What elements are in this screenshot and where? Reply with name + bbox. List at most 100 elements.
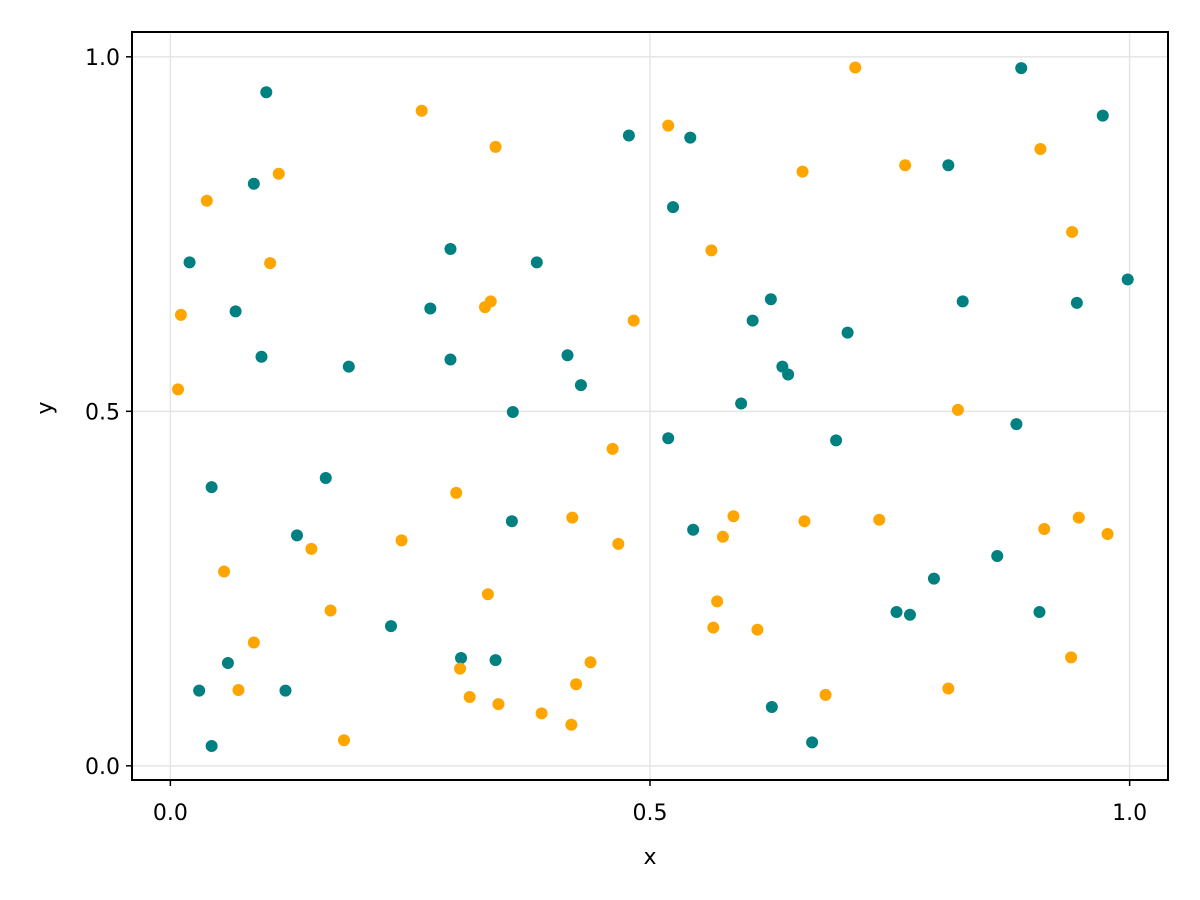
data-point-series-1: [574, 379, 587, 392]
data-point-series-1: [1096, 109, 1109, 122]
y-axis-label: y: [33, 401, 58, 414]
data-point-series-2: [450, 486, 463, 499]
data-point-series-1: [1121, 273, 1134, 286]
data-point-series-1: [991, 549, 1004, 562]
data-point-series-2: [535, 707, 548, 720]
data-point-series-2: [705, 244, 718, 257]
data-points: [172, 61, 1134, 752]
data-point-series-2: [565, 718, 578, 731]
data-point-series-1: [622, 129, 635, 142]
data-point-series-1: [319, 471, 332, 484]
data-point-series-1: [342, 360, 355, 373]
data-point-series-2: [264, 257, 277, 270]
data-point-series-1: [806, 736, 819, 749]
data-point-series-2: [489, 140, 502, 153]
data-point-series-2: [218, 565, 231, 578]
data-point-series-1: [247, 177, 260, 190]
data-point-series-2: [899, 159, 912, 172]
axis-ticks: 0.0 0.5 1.0 0.0 0.5 1.0: [85, 46, 1147, 826]
data-point-series-2: [172, 383, 185, 396]
data-point-series-2: [1072, 511, 1085, 524]
x-axis-label: x: [643, 845, 656, 870]
data-point-series-1: [205, 481, 218, 494]
data-point-series-1: [455, 652, 468, 665]
data-point-series-2: [584, 656, 597, 669]
data-point-series-1: [561, 349, 574, 362]
data-point-series-1: [746, 314, 759, 327]
data-point-series-2: [796, 165, 809, 178]
data-point-series-2: [305, 542, 318, 555]
data-point-series-2: [454, 662, 467, 675]
data-point-series-2: [951, 403, 964, 416]
data-point-series-2: [570, 678, 583, 691]
data-point-series-2: [1038, 523, 1051, 536]
data-point-series-2: [716, 530, 729, 543]
data-point-series-1: [927, 572, 940, 585]
data-point-series-1: [830, 434, 843, 447]
data-point-series-1: [1070, 296, 1083, 309]
data-point-series-2: [873, 513, 886, 526]
data-point-series-1: [506, 406, 519, 419]
data-point-series-1: [489, 654, 502, 667]
data-point-series-1: [444, 242, 457, 255]
data-point-series-2: [627, 314, 640, 327]
data-point-series-2: [751, 623, 764, 636]
data-point-series-1: [229, 305, 242, 318]
data-point-series-1: [765, 700, 778, 713]
data-point-series-1: [1015, 62, 1028, 75]
data-point-series-2: [711, 595, 724, 608]
data-point-series-2: [662, 119, 675, 132]
data-point-series-1: [290, 529, 303, 542]
data-point-series-1: [530, 256, 543, 269]
data-point-series-2: [232, 683, 245, 696]
x-tick-label: 0.0: [153, 801, 188, 826]
data-point-series-2: [1065, 651, 1078, 664]
data-point-series-1: [684, 131, 697, 144]
data-point-series-1: [942, 159, 955, 172]
data-point-series-1: [1033, 605, 1046, 618]
data-point-series-1: [687, 523, 700, 536]
data-point-series-2: [463, 691, 476, 704]
x-tick-label: 1.0: [1112, 801, 1147, 826]
data-point-series-2: [606, 442, 619, 455]
data-point-series-2: [395, 534, 408, 547]
data-point-series-2: [272, 167, 285, 180]
data-point-series-2: [1034, 142, 1047, 155]
data-point-series-1: [183, 256, 196, 269]
data-point-series-2: [1101, 527, 1114, 540]
x-tick-label: 0.5: [633, 801, 668, 826]
y-tick-label: 0.0: [85, 755, 120, 780]
data-point-series-1: [193, 684, 206, 697]
data-point-series-1: [662, 432, 675, 445]
data-point-series-1: [903, 608, 916, 621]
data-point-series-1: [221, 657, 234, 670]
data-point-series-1: [764, 293, 777, 306]
data-point-series-1: [841, 326, 854, 339]
data-point-series-2: [566, 511, 579, 524]
data-point-series-2: [942, 682, 955, 695]
data-point-series-2: [849, 61, 862, 74]
data-point-series-1: [260, 86, 273, 99]
data-point-series-1: [385, 620, 397, 633]
data-point-series-2: [484, 295, 497, 308]
y-tick-label: 1.0: [85, 46, 120, 71]
data-point-series-1: [424, 302, 437, 315]
data-point-series-1: [667, 201, 680, 214]
grid-lines: [132, 32, 1168, 780]
data-point-series-2: [492, 698, 505, 711]
data-point-series-1: [505, 515, 518, 528]
data-point-series-1: [956, 295, 969, 308]
data-point-series-2: [200, 194, 213, 207]
data-point-series-2: [727, 510, 740, 523]
data-point-series-2: [798, 515, 811, 528]
data-point-series-1: [205, 739, 218, 752]
data-point-series-1: [255, 350, 268, 363]
data-point-series-1: [444, 353, 457, 366]
data-point-series-2: [337, 734, 350, 747]
data-point-series-2: [612, 537, 625, 550]
y-tick-label: 0.5: [85, 400, 120, 425]
data-point-series-1: [1010, 418, 1023, 431]
data-point-series-2: [324, 604, 337, 617]
